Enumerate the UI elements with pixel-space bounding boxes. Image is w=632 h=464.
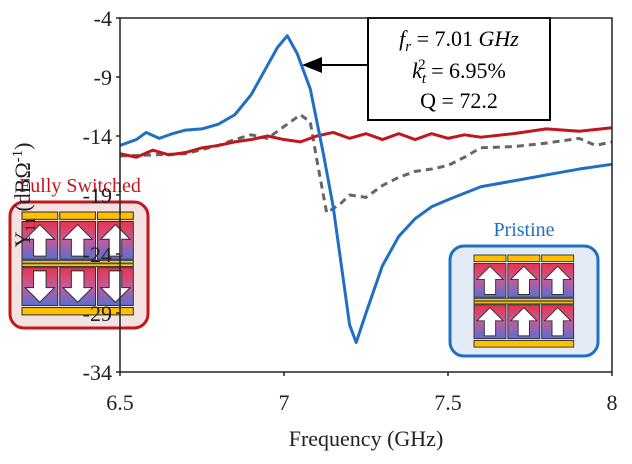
x-tick-label: 7.5 [434, 390, 462, 415]
annotation-line: fr = 7.01 GHz [399, 26, 519, 55]
x-tick-label: 8 [607, 390, 618, 415]
annotation-part: = 6.95% [426, 58, 506, 83]
y-axis-title: Y11 (dBΩ-1) [10, 142, 39, 247]
y-tick-label: -19 [83, 183, 112, 208]
y-title-part: (dBΩ [10, 162, 35, 217]
y-tick-label: -14 [83, 124, 112, 149]
annotation: fr = 7.01 GHz kt2 = 6.95% Q = 72.2 [302, 17, 551, 121]
switched-inset: Fully Switched [8, 175, 150, 330]
annotation-part: k [412, 58, 423, 83]
plot-layer [119, 34, 613, 344]
annotation-line: Q = 72.2 [420, 88, 498, 113]
annotation-part: r [405, 39, 411, 55]
x-tick-label: 7 [279, 390, 290, 415]
x-axis-title: Frequency (GHz) [289, 426, 444, 451]
series-line [119, 126, 613, 159]
pristine-inset: Pristine [448, 219, 600, 358]
y-title-part: ) [10, 142, 35, 149]
y-title-part: Y [10, 232, 35, 248]
annotation-part: = 7.01 [411, 26, 478, 51]
switched-label: Fully Switched [19, 175, 141, 197]
annotation-part: t [422, 71, 427, 87]
series-line [119, 34, 613, 344]
annotation-part: f [399, 26, 408, 51]
annotation-line: kt2 = 6.95% [412, 57, 506, 87]
y-tick-label: -9 [94, 65, 112, 90]
x-tick-label: 6.5 [106, 390, 134, 415]
pristine-label: Pristine [493, 219, 554, 241]
annotation-box [367, 17, 551, 121]
annotation-part: 2 [418, 57, 426, 73]
y-tick-label: -24 [83, 242, 112, 267]
y-tick-label: -29 [83, 301, 112, 326]
y-tick-label: -4 [94, 6, 112, 31]
pristine-device [473, 254, 575, 348]
switched-device [21, 211, 134, 316]
annotation-part: GHz [479, 26, 520, 51]
y-tick-label: -34 [83, 360, 112, 385]
series-line [119, 113, 613, 215]
y-title-part: 11 [23, 217, 39, 231]
y-title-part: -1 [10, 150, 26, 163]
